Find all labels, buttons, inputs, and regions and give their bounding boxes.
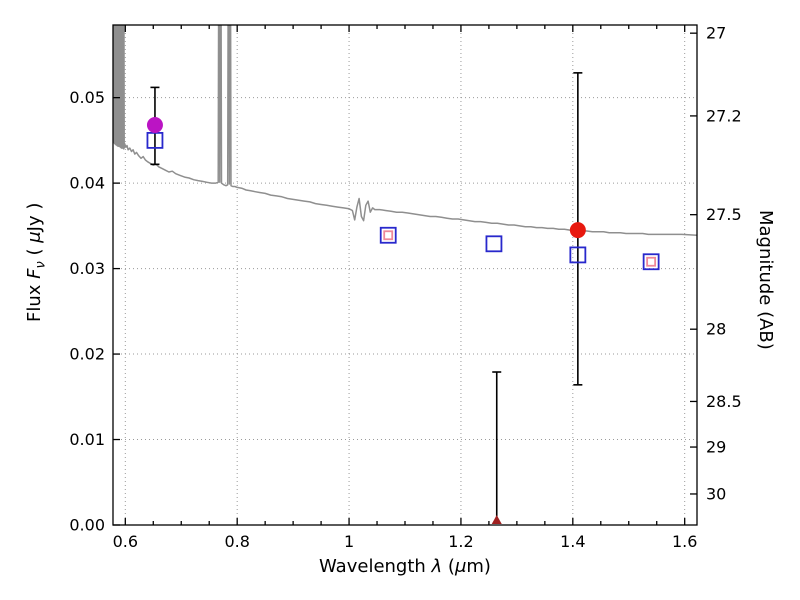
nu-subscript: ν: [33, 261, 49, 269]
x-tick-label: 1.4: [560, 532, 585, 551]
magnitude-tick-label: 27.2: [706, 106, 742, 125]
magnitude-tick-label: 29: [706, 438, 726, 457]
flux-unit: Jy ): [24, 202, 45, 232]
mu-symbol: μ: [454, 556, 467, 577]
x-axis-label-paren: (: [442, 556, 455, 577]
magnitude-tick-label: 28.5: [706, 392, 742, 411]
magnitude-tick-label: 30: [706, 484, 726, 503]
photometry-inner-square: [646, 256, 657, 267]
upper-limit-triangle: [491, 515, 502, 524]
flux-symbol: F: [24, 268, 45, 279]
flux-unit-paren: (: [24, 242, 45, 262]
y-tick-label: 0.00: [69, 516, 105, 535]
y-tick-label: 0.01: [69, 430, 105, 449]
x-axis-label: Wavelength λ (μm): [319, 556, 491, 577]
photometry-inner-square: [383, 230, 394, 241]
y-tick-label: 0.03: [69, 259, 105, 278]
photometry-circle: [569, 222, 586, 239]
x-tick-label: 1: [344, 532, 354, 551]
magnitude-tick-label: 27: [706, 24, 726, 43]
photometry-open-square: [569, 246, 587, 264]
magnitude-tick-label: 27.5: [706, 205, 742, 224]
x-tick-label: 1.6: [672, 532, 697, 551]
x-axis-label-text: Wavelength: [319, 556, 432, 577]
photometry-open-square: [485, 235, 503, 253]
x-tick-label: 0.6: [113, 532, 138, 551]
mu-symbol-flux: μ: [24, 231, 45, 243]
x-tick-label: 0.8: [224, 532, 249, 551]
x-axis-label-unit: m): [466, 556, 491, 577]
photometry-open-square: [642, 253, 660, 271]
ticks: [113, 25, 697, 526]
y-tick-label: 0.04: [69, 174, 105, 193]
model-spectrum-line: [113, 25, 697, 237]
y-tick-label: 0.02: [69, 345, 105, 364]
y-axis-label-right: Magnitude (AB): [755, 210, 776, 350]
x-tick-label: 1.2: [448, 532, 473, 551]
plot-frame: [112, 24, 698, 526]
y-axis-label-left: Flux Fν ( μJy ): [24, 203, 49, 322]
grid: [113, 25, 697, 526]
magnitude-tick-label: 28: [706, 320, 726, 339]
flux-label-text: Flux: [24, 278, 45, 322]
y-tick-label: 0.05: [69, 88, 105, 107]
photometry-circle: [146, 117, 163, 133]
lambda-symbol: λ: [431, 556, 443, 577]
error-bars: [150, 72, 583, 524]
tick-labels: 0.6 0.8 1 1.2 1.4 1.6 0.00 0.01 0.02 0.03 0.04 0.05…: [69, 24, 741, 551]
photometry-open-square: [379, 226, 397, 244]
